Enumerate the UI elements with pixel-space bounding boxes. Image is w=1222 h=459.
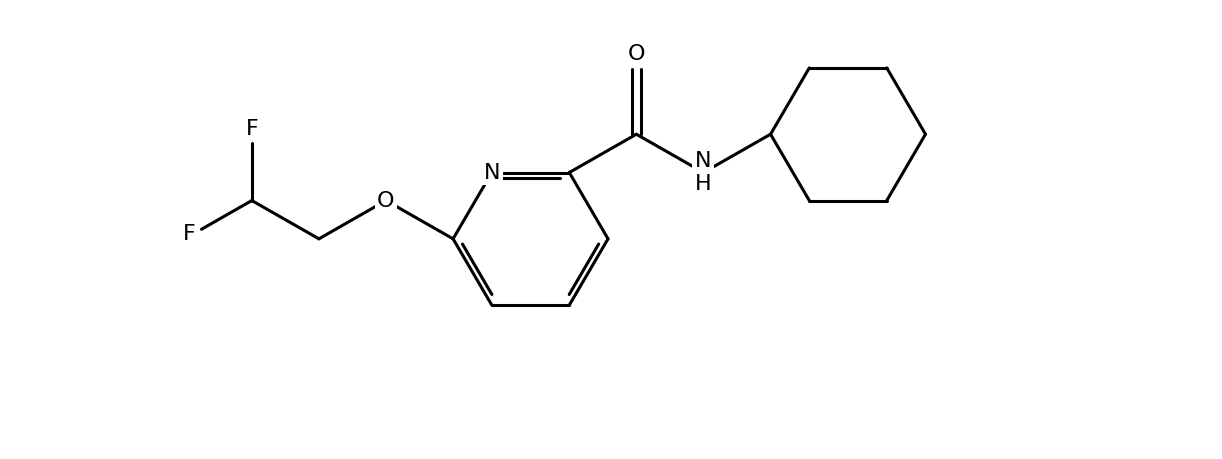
Text: N: N	[484, 162, 500, 183]
Text: O: O	[378, 190, 395, 211]
Text: F: F	[246, 119, 258, 140]
Text: F: F	[183, 224, 196, 244]
Text: N
H: N H	[695, 151, 711, 194]
Text: O: O	[628, 45, 645, 64]
